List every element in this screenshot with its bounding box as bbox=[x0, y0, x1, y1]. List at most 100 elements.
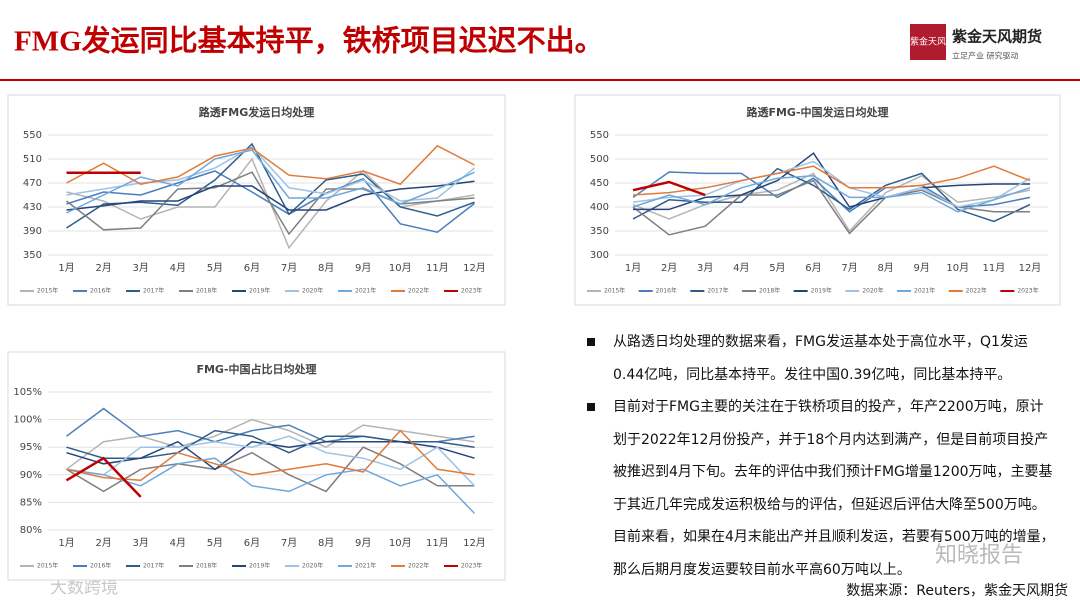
x-tick-label: 9月 bbox=[914, 262, 930, 274]
x-tick-label: 9月 bbox=[355, 262, 371, 274]
x-tick-label: 7月 bbox=[281, 537, 297, 549]
legend-label: 2023年 bbox=[1017, 287, 1038, 295]
bullet-list: 从路透日均处理的数据来看，FMG发运基本处于高位水平，Q1发运0.44亿吨，同比… bbox=[585, 326, 1055, 586]
series-line bbox=[633, 152, 1030, 211]
logo-box bbox=[910, 24, 946, 60]
legend-label: 2021年 bbox=[355, 287, 376, 295]
series-line bbox=[632, 171, 1031, 213]
legend-label: 2021年 bbox=[914, 287, 935, 295]
series-line bbox=[632, 180, 706, 197]
x-tick-label: 12月 bbox=[463, 537, 486, 549]
x-tick-label: 4月 bbox=[733, 262, 749, 274]
x-tick-label: 10月 bbox=[389, 537, 412, 549]
legend-label: 2021年 bbox=[355, 562, 376, 570]
legend-label: 2023年 bbox=[461, 287, 482, 295]
series-line bbox=[66, 171, 475, 236]
legend-label: 2019年 bbox=[249, 562, 270, 570]
x-tick-label: 8月 bbox=[318, 262, 334, 274]
legend-label: 2022年 bbox=[966, 287, 987, 295]
x-tick-label: 12月 bbox=[1019, 262, 1042, 274]
x-tick-label: 1月 bbox=[58, 537, 74, 549]
series-line bbox=[66, 457, 476, 514]
logo-text: 紫金天风期货 bbox=[952, 28, 1042, 46]
legend-label: 2016年 bbox=[656, 287, 677, 295]
series-line bbox=[66, 180, 475, 211]
y-tick-label: 350 bbox=[23, 250, 42, 261]
legend-label: 2015年 bbox=[37, 287, 58, 295]
y-tick-label: 95% bbox=[20, 442, 42, 453]
watermark: 大数跨境 bbox=[50, 578, 118, 598]
series-line bbox=[66, 440, 475, 471]
legend-label: 2015年 bbox=[37, 562, 58, 570]
x-tick-label: 5月 bbox=[207, 262, 223, 274]
legend-label: 2018年 bbox=[759, 287, 780, 295]
y-tick-label: 550 bbox=[23, 130, 42, 141]
x-tick-label: 11月 bbox=[983, 262, 1006, 274]
x-tick-label: 1月 bbox=[58, 262, 74, 274]
x-tick-label: 7月 bbox=[841, 262, 857, 274]
y-tick-label: 470 bbox=[23, 178, 42, 189]
x-tick-label: 5月 bbox=[207, 537, 223, 549]
legend-label: 2022年 bbox=[408, 287, 429, 295]
x-tick-label: 3月 bbox=[133, 262, 149, 274]
chart-title: 路透FMG-中国发运日均处理 bbox=[746, 105, 888, 119]
legend-label: 2017年 bbox=[143, 287, 164, 295]
x-tick-label: 7月 bbox=[281, 262, 297, 274]
series-line bbox=[66, 446, 475, 493]
x-tick-label: 11月 bbox=[426, 262, 449, 274]
legend-label: 2020年 bbox=[302, 562, 323, 570]
y-tick-label: 105% bbox=[13, 387, 42, 398]
bullet: 目前对于FMG主要的关注在于铁桥项目的投产，年产2200万吨，原计划于2022年… bbox=[585, 391, 1055, 586]
y-tick-label: 510 bbox=[23, 154, 42, 165]
x-tick-label: 2月 bbox=[95, 537, 111, 549]
logo-subtitle: 立足产业 研究驱动 bbox=[952, 51, 1019, 61]
legend-label: 2023年 bbox=[461, 562, 482, 570]
y-tick-label: 100% bbox=[13, 415, 42, 426]
series-line bbox=[632, 160, 1031, 208]
x-tick-label: 4月 bbox=[170, 262, 186, 274]
legend-label: 2017年 bbox=[143, 562, 164, 570]
x-tick-label: 2月 bbox=[661, 262, 677, 274]
x-tick-label: 4月 bbox=[170, 537, 186, 549]
x-tick-label: 1月 bbox=[625, 262, 641, 274]
y-tick-label: 390 bbox=[23, 226, 42, 237]
series-line bbox=[632, 167, 1031, 223]
logo-mark: 紫金天风 bbox=[910, 36, 946, 48]
source-note: 数据来源：Reuters，紫金天风期货 bbox=[846, 583, 1068, 599]
watermark: 知晓报告 bbox=[935, 543, 1023, 568]
x-tick-label: 8月 bbox=[877, 262, 893, 274]
x-tick-label: 10月 bbox=[946, 262, 969, 274]
legend-label: 2015年 bbox=[604, 287, 625, 295]
legend-label: 2018年 bbox=[196, 287, 217, 295]
series-line bbox=[66, 146, 475, 202]
series-line bbox=[66, 429, 475, 482]
chart-title: FMG-中国占比日均处理 bbox=[196, 362, 316, 376]
series-line bbox=[632, 179, 1030, 236]
y-tick-label: 550 bbox=[590, 130, 609, 141]
x-tick-label: 6月 bbox=[244, 262, 260, 274]
y-tick-label: 350 bbox=[590, 226, 609, 237]
series-line bbox=[66, 435, 476, 487]
x-tick-label: 2月 bbox=[95, 262, 111, 274]
x-tick-label: 3月 bbox=[133, 537, 149, 549]
legend-label: 2020年 bbox=[302, 287, 323, 295]
x-tick-label: 6月 bbox=[244, 537, 260, 549]
x-tick-label: 11月 bbox=[426, 537, 449, 549]
chart-frame bbox=[7, 94, 506, 306]
x-tick-label: 5月 bbox=[769, 262, 785, 274]
chart-title: 路透FMG发运日均处理 bbox=[199, 105, 315, 119]
series-line bbox=[632, 175, 1031, 213]
slide-title: FMG发运同比基本持平，铁桥项目迟迟不出。 bbox=[14, 25, 604, 58]
y-tick-label: 500 bbox=[590, 154, 609, 165]
x-tick-label: 12月 bbox=[463, 262, 486, 274]
series-line bbox=[632, 165, 1031, 196]
legend-label: 2019年 bbox=[249, 287, 270, 295]
x-tick-label: 3月 bbox=[697, 262, 713, 274]
legend-label: 2018年 bbox=[196, 562, 217, 570]
y-tick-label: 430 bbox=[23, 202, 42, 213]
legend-label: 2017年 bbox=[707, 287, 728, 295]
series-line bbox=[66, 144, 475, 186]
y-tick-label: 300 bbox=[590, 250, 609, 261]
